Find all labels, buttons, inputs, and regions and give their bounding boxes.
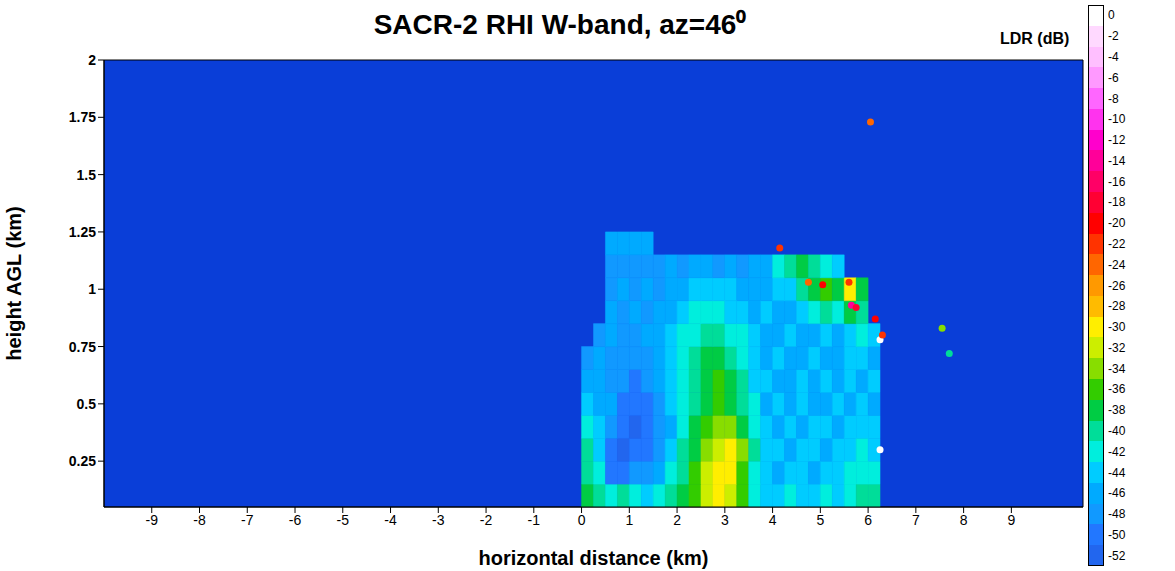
html-text:-42: -42 — [1108, 444, 1126, 459]
svg-text:-8: -8 — [193, 512, 206, 528]
html-text:-44: -44 — [1108, 465, 1126, 480]
svg-text:2: 2 — [88, 52, 96, 68]
html-text:-50: -50 — [1108, 527, 1126, 542]
svg-text:5: 5 — [816, 512, 824, 528]
svg-text:-5: -5 — [337, 512, 350, 528]
html-text:-24: -24 — [1108, 257, 1126, 272]
html-text:SACR-2 RHI W-band, az=46⁰: SACR-2 RHI W-band, az=46⁰ — [373, 9, 747, 40]
svg-text:1.25: 1.25 — [69, 224, 96, 240]
html-text:-34: -34 — [1108, 361, 1126, 376]
html-text:-6: -6 — [1108, 70, 1119, 85]
svg-text:-3: -3 — [432, 512, 445, 528]
html-text:-30: -30 — [1108, 320, 1126, 334]
html-text:-36: -36 — [1108, 382, 1126, 397]
svg-text:height AGL (km): height AGL (km) — [3, 206, 25, 360]
svg-text:-6: -6 — [289, 512, 302, 528]
html-text:-40: -40 — [1108, 423, 1126, 438]
html-text:-32: -32 — [1108, 340, 1126, 355]
svg-text:7: 7 — [912, 512, 920, 528]
svg-text:0.75: 0.75 — [69, 339, 96, 355]
svg-text:0.25: 0.25 — [69, 453, 96, 469]
svg-text:-1: -1 — [528, 512, 541, 528]
html-text:-22: -22 — [1108, 236, 1126, 251]
svg-text:0.5: 0.5 — [77, 396, 97, 412]
svg-text:1.75: 1.75 — [69, 109, 96, 125]
svg-text:-7: -7 — [241, 512, 254, 528]
svg-text:9: 9 — [1007, 512, 1015, 528]
svg-text:-9: -9 — [146, 512, 159, 528]
svg-text:-2: -2 — [480, 512, 493, 528]
html-text:-38: -38 — [1108, 403, 1126, 418]
html-text:-20: -20 — [1108, 216, 1126, 231]
html-text:-28: -28 — [1108, 299, 1126, 314]
svg-text:2: 2 — [673, 512, 681, 528]
html-text:-2: -2 — [1108, 29, 1119, 44]
svg-text:1: 1 — [625, 512, 633, 528]
svg-text:0: 0 — [578, 512, 586, 528]
html-text:-4: -4 — [1108, 49, 1119, 64]
html-text:LDR (dB): LDR (dB) — [1000, 30, 1070, 47]
svg-text:8: 8 — [960, 512, 968, 528]
svg-text:1: 1 — [88, 281, 96, 297]
html-text:-8: -8 — [1108, 91, 1119, 106]
html-text:-16: -16 — [1108, 174, 1126, 189]
svg-text:-4: -4 — [384, 512, 397, 528]
html-text:-26: -26 — [1108, 278, 1126, 293]
html-text:-10: -10 — [1108, 112, 1126, 127]
svg-text:6: 6 — [864, 512, 872, 528]
html-text:-12: -12 — [1108, 133, 1126, 147]
html-text:-14: -14 — [1108, 153, 1126, 168]
html-text:-18: -18 — [1108, 195, 1126, 210]
html-text:-52: -52 — [1108, 548, 1126, 563]
html-text:-46: -46 — [1108, 486, 1126, 501]
svg-text:4: 4 — [769, 512, 777, 528]
html-text:0: 0 — [1108, 8, 1115, 23]
svg-text:1.5: 1.5 — [77, 167, 97, 183]
html-text:-48: -48 — [1108, 507, 1126, 521]
svg-text:horizontal distance (km): horizontal distance (km) — [478, 547, 708, 569]
svg-text:3: 3 — [721, 512, 729, 528]
